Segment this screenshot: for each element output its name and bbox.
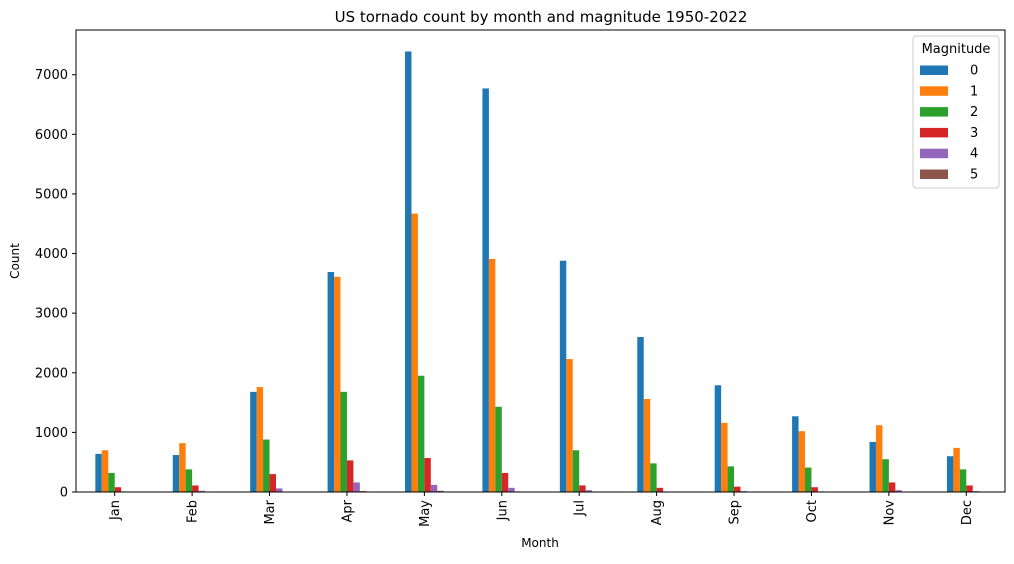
bar-feb-mag-3 xyxy=(192,485,198,492)
chart-title: US tornado count by month and magnitude … xyxy=(335,8,748,26)
legend-label: 1 xyxy=(970,84,978,99)
bar-apr-mag-3 xyxy=(347,460,353,492)
bar-nov-mag-0 xyxy=(870,442,876,492)
legend-swatch-2 xyxy=(920,107,948,117)
legend: Magnitude 0 1 2 3 4 5 xyxy=(913,36,999,188)
bar-dec-mag-2 xyxy=(960,469,966,492)
legend-swatch-3 xyxy=(920,128,948,137)
y-tick-label: 3000 xyxy=(35,307,68,322)
y-tick-label: 6000 xyxy=(35,128,68,143)
x-tick-label: Oct xyxy=(805,500,820,522)
bar-apr-mag-1 xyxy=(334,277,340,492)
legend-label: 5 xyxy=(970,168,978,183)
x-tick-label: Jun xyxy=(495,500,510,521)
bar-jul-mag-1 xyxy=(566,359,572,492)
bar-apr-mag-2 xyxy=(341,392,347,492)
bar-feb-mag-1 xyxy=(179,443,185,492)
y-axis-label: Count xyxy=(8,243,22,279)
legend-title: Magnitude xyxy=(922,42,991,57)
x-axis-label: Month xyxy=(521,536,559,550)
y-tick-label: 0 xyxy=(60,486,68,501)
legend-swatch-4 xyxy=(920,149,948,159)
bar-aug-mag-3 xyxy=(657,488,663,492)
bar-aug-mag-2 xyxy=(650,463,656,492)
bar-jul-mag-2 xyxy=(573,450,579,492)
bar-jan-mag-3 xyxy=(115,487,121,492)
y-tick-label: 2000 xyxy=(35,366,68,381)
bar-sep-mag-1 xyxy=(721,423,727,492)
x-tick-label: Dec xyxy=(960,500,975,525)
x-tick-label: Jan xyxy=(108,500,123,521)
legend-swatch-0 xyxy=(920,66,948,76)
bar-apr-mag-4 xyxy=(353,482,359,492)
y-tick-label: 7000 xyxy=(35,68,68,83)
bar-jun-mag-1 xyxy=(489,259,495,492)
legend-label: 0 xyxy=(970,64,978,79)
bar-mar-mag-0 xyxy=(250,392,256,492)
y-axis: 0 1000 2000 3000 4000 5000 6000 7000 xyxy=(35,68,76,500)
bar-dec-mag-1 xyxy=(953,448,959,492)
legend-label: 2 xyxy=(970,105,978,120)
bar-oct-mag-0 xyxy=(792,416,798,492)
bar-sep-mag-2 xyxy=(728,466,734,492)
x-axis: Jan Feb Mar Apr May Jun Jul Aug Sep Oct Nov Dec xyxy=(108,492,975,527)
bar-mar-mag-4 xyxy=(276,488,282,492)
x-tick-label: Feb xyxy=(186,500,201,523)
bar-jul-mag-0 xyxy=(560,261,566,492)
bar-apr-mag-0 xyxy=(328,272,334,492)
bar-may-mag-3 xyxy=(424,458,430,492)
bar-may-mag-4 xyxy=(431,485,437,492)
bar-mar-mag-3 xyxy=(270,474,276,492)
bar-jun-mag-0 xyxy=(482,88,488,492)
bar-feb-mag-0 xyxy=(173,455,179,492)
bar-may-mag-1 xyxy=(411,214,417,492)
bar-sep-mag-0 xyxy=(715,385,721,492)
legend-label: 3 xyxy=(970,126,978,141)
x-tick-label: Mar xyxy=(263,499,278,524)
x-tick-label: May xyxy=(418,500,433,527)
bar-oct-mag-3 xyxy=(811,487,817,492)
bars-group xyxy=(95,51,985,492)
x-tick-label: Apr xyxy=(340,499,355,522)
y-tick-label: 4000 xyxy=(35,247,68,262)
bar-jan-mag-1 xyxy=(102,450,108,492)
bar-nov-mag-3 xyxy=(889,482,895,492)
y-tick-label: 1000 xyxy=(35,426,68,441)
bar-sep-mag-3 xyxy=(734,487,740,492)
plot-frame xyxy=(76,30,1005,492)
bar-aug-mag-0 xyxy=(637,337,643,492)
bar-nov-mag-2 xyxy=(882,459,888,492)
bar-jan-mag-2 xyxy=(108,473,114,492)
bar-mar-mag-1 xyxy=(257,387,263,492)
bar-oct-mag-2 xyxy=(805,468,811,492)
bar-feb-mag-2 xyxy=(186,469,192,492)
bar-dec-mag-0 xyxy=(947,456,953,492)
y-tick-label: 5000 xyxy=(35,187,68,202)
bar-nov-mag-1 xyxy=(876,425,882,492)
bar-aug-mag-1 xyxy=(644,399,650,492)
bar-mar-mag-2 xyxy=(263,440,269,492)
x-tick-label: Jul xyxy=(573,500,588,517)
legend-label: 4 xyxy=(970,147,978,162)
legend-swatch-5 xyxy=(920,170,948,180)
bar-jun-mag-3 xyxy=(502,473,508,492)
legend-swatch-1 xyxy=(920,86,948,96)
bar-jan-mag-0 xyxy=(95,454,101,492)
bar-oct-mag-1 xyxy=(799,431,805,492)
bar-may-mag-2 xyxy=(418,376,424,492)
x-tick-label: Nov xyxy=(882,500,897,526)
x-tick-label: Sep xyxy=(728,500,743,525)
bar-jun-mag-4 xyxy=(508,488,514,492)
bar-dec-mag-3 xyxy=(966,485,972,492)
bar-may-mag-0 xyxy=(405,51,411,492)
bar-jul-mag-3 xyxy=(579,485,585,492)
x-tick-label: Aug xyxy=(650,500,665,525)
bar-jun-mag-2 xyxy=(495,407,501,492)
